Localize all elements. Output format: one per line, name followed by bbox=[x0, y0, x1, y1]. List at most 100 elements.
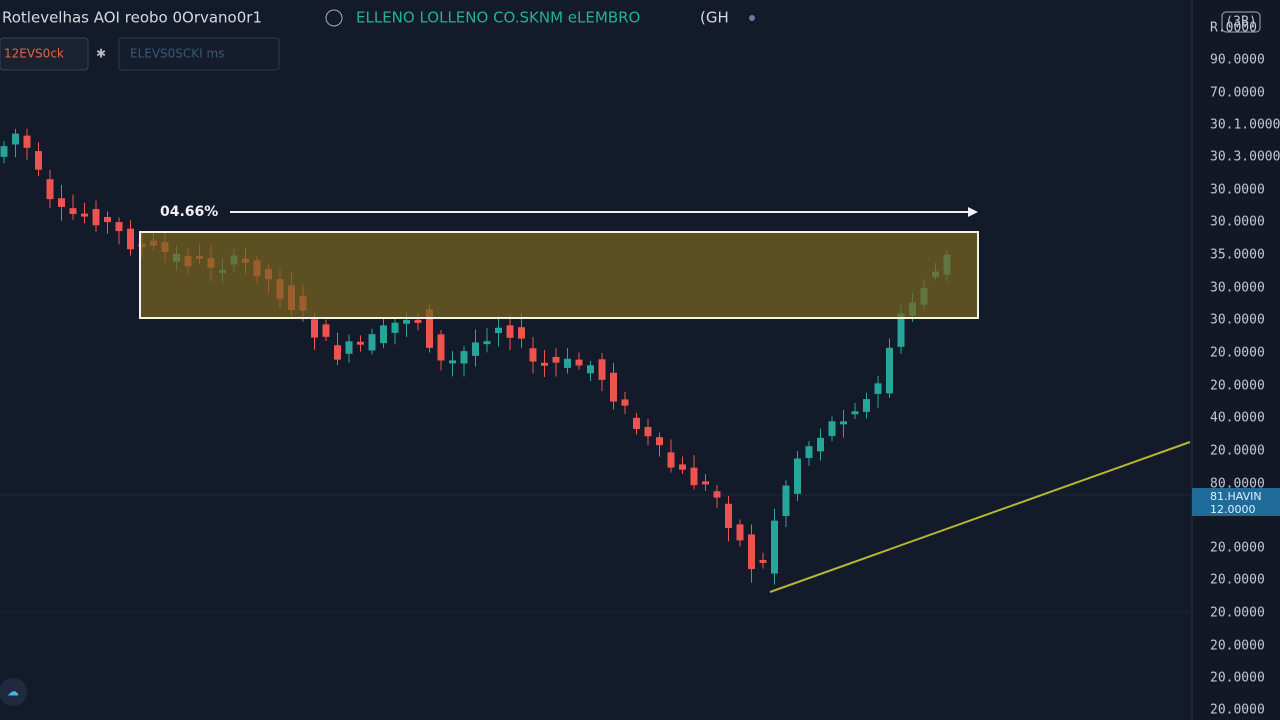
candle bbox=[541, 362, 548, 366]
axis-corner: (3B) bbox=[1225, 15, 1256, 30]
candle bbox=[46, 179, 54, 200]
axis-label: 20.0000 bbox=[1210, 379, 1265, 394]
candle bbox=[736, 524, 744, 541]
candle bbox=[817, 437, 824, 452]
candle bbox=[759, 559, 767, 563]
candle bbox=[656, 437, 663, 446]
axis-label: 40.0000 bbox=[1210, 411, 1265, 426]
candle bbox=[0, 146, 8, 157]
candle bbox=[334, 345, 341, 360]
candle bbox=[35, 151, 42, 170]
toolbar-button-label[interactable]: 12EVS0ck bbox=[4, 47, 64, 61]
axis-label: 80.0000 bbox=[1210, 477, 1265, 492]
axis-label: 30.1.0000 bbox=[1210, 118, 1280, 133]
axis-label: 20.0000 bbox=[1210, 541, 1265, 556]
candle bbox=[874, 383, 882, 394]
candle bbox=[92, 209, 100, 226]
candle bbox=[368, 334, 376, 351]
candle bbox=[690, 467, 698, 486]
axis-label: 20.0000 bbox=[1210, 573, 1265, 588]
measure-label: 04.66% bbox=[160, 204, 218, 220]
candle bbox=[633, 417, 640, 430]
range-box bbox=[139, 231, 979, 319]
axis-label: 30.0000 bbox=[1210, 281, 1265, 296]
candle bbox=[828, 421, 836, 436]
candle bbox=[449, 360, 456, 364]
candle bbox=[506, 325, 514, 338]
axis-label: 30.0000 bbox=[1210, 215, 1265, 230]
trend-line bbox=[769, 441, 1191, 593]
candle bbox=[610, 372, 617, 402]
candle bbox=[725, 503, 732, 528]
candle bbox=[495, 327, 502, 334]
price-tag bbox=[1192, 488, 1280, 516]
axis-label: 20.0000 bbox=[1210, 606, 1265, 621]
candle bbox=[748, 534, 755, 570]
candle bbox=[58, 198, 65, 207]
logo-icon[interactable]: ☁ bbox=[7, 685, 19, 699]
candle bbox=[104, 216, 111, 223]
candle bbox=[702, 481, 709, 485]
toolbar-input[interactable] bbox=[118, 37, 280, 71]
candle bbox=[644, 426, 652, 437]
candle bbox=[23, 135, 31, 148]
toolbar-input-label[interactable]: ELEVS0SCKI ms bbox=[130, 47, 224, 61]
candle bbox=[518, 327, 525, 339]
candle bbox=[127, 228, 134, 250]
candle bbox=[587, 365, 594, 374]
candle bbox=[805, 446, 813, 459]
symbol-title: Rotlevelhas AOI reobo 0Orvano0r1 bbox=[2, 9, 262, 27]
candle bbox=[311, 319, 318, 338]
candle bbox=[403, 319, 410, 324]
candle bbox=[69, 208, 77, 214]
toolbar-icon: ✱ bbox=[96, 47, 106, 61]
candle bbox=[667, 452, 675, 468]
candle bbox=[771, 520, 778, 574]
candle bbox=[897, 313, 905, 347]
candle bbox=[886, 347, 893, 394]
candle bbox=[345, 341, 353, 354]
axis-label: 20.0000 bbox=[1210, 444, 1265, 459]
candle bbox=[840, 421, 847, 425]
axis-label: 20.0000 bbox=[1210, 703, 1265, 718]
dot bbox=[749, 15, 755, 21]
candle bbox=[713, 491, 721, 498]
axis-labels: 90.0000 70.0000 30.1.0000 30.3.0000 30.0000 3… bbox=[1210, 53, 1280, 718]
candle bbox=[794, 458, 801, 494]
price-axis-panel bbox=[1192, 0, 1280, 720]
logo[interactable] bbox=[0, 678, 27, 706]
axis-label: 20.0000 bbox=[1210, 671, 1265, 686]
axis-label: 70.0000 bbox=[1210, 86, 1265, 101]
candle bbox=[564, 358, 571, 368]
candle bbox=[552, 356, 560, 363]
candle bbox=[380, 325, 387, 344]
candle bbox=[472, 342, 479, 356]
candle bbox=[598, 359, 606, 380]
candle bbox=[357, 341, 364, 345]
price-tag-line: 81.HAVIN bbox=[1210, 490, 1262, 503]
candle bbox=[621, 399, 629, 406]
candle bbox=[782, 485, 790, 516]
candle bbox=[391, 322, 399, 333]
extra-text: (GH bbox=[700, 9, 729, 27]
candle bbox=[460, 351, 468, 364]
axis-label: 35.0000 bbox=[1210, 248, 1265, 263]
candle bbox=[851, 411, 859, 415]
status-text: ELLENO LOLLENO CO.SKNM eLEMBRO bbox=[356, 9, 640, 27]
candle bbox=[863, 399, 870, 412]
candle bbox=[529, 348, 537, 362]
axis-label: 30.0000 bbox=[1210, 313, 1265, 328]
candle bbox=[81, 213, 88, 217]
axis-top-label: R.0000 bbox=[1210, 21, 1257, 36]
axis-label: 20.0000 bbox=[1210, 639, 1265, 654]
candle bbox=[12, 133, 19, 145]
candle bbox=[483, 341, 491, 345]
toolbar-button[interactable] bbox=[0, 37, 89, 71]
arrow-head bbox=[968, 207, 978, 217]
axis-label: 90.0000 bbox=[1210, 53, 1265, 68]
candle bbox=[679, 464, 686, 470]
candle bbox=[437, 334, 445, 361]
axis-label: 30.3.0000 bbox=[1210, 150, 1280, 165]
icon bbox=[325, 9, 343, 27]
